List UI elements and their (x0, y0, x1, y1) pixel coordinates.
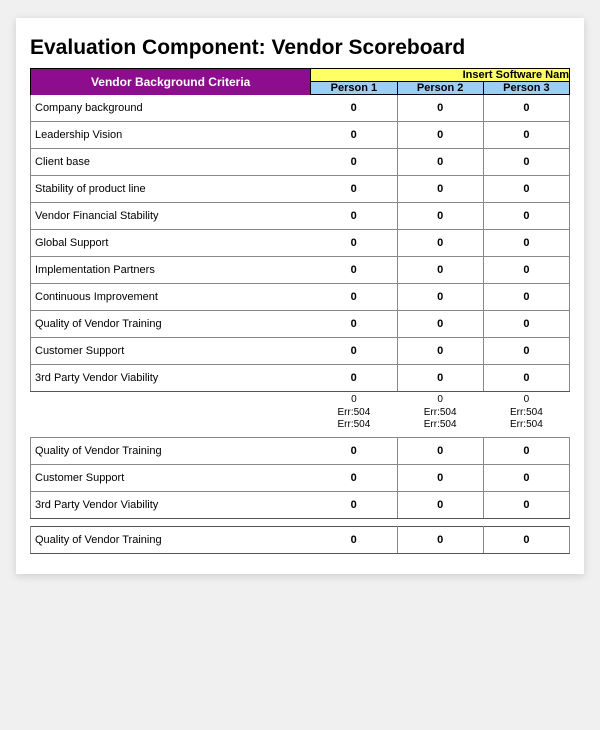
score-cell[interactable]: 0 (311, 438, 397, 465)
criteria-label: Quality of Vendor Training (31, 527, 311, 554)
score-cell[interactable]: 0 (483, 338, 569, 365)
criteria-label: Client base (31, 149, 311, 176)
score-cell[interactable]: 0 (311, 284, 397, 311)
table-row: Quality of Vendor Training000 (31, 527, 570, 554)
criteria-label: 3rd Party Vendor Viability (31, 365, 311, 392)
criteria-label: Vendor Financial Stability (31, 203, 311, 230)
score-cell[interactable]: 0 (483, 492, 569, 519)
score-cell[interactable]: 0 (483, 149, 569, 176)
score-cell[interactable]: 0 (483, 438, 569, 465)
table-row: Company background000 (31, 95, 570, 122)
table-row: 3rd Party Vendor Viability000 (31, 365, 570, 392)
scoreboard-table: Vendor Background Criteria Insert Softwa… (30, 68, 570, 554)
score-cell[interactable]: 0 (397, 176, 483, 203)
score-cell[interactable]: 0 (311, 465, 397, 492)
score-cell[interactable]: 0 (483, 122, 569, 149)
score-cell[interactable]: 0 (397, 149, 483, 176)
score-cell[interactable]: 0 (397, 365, 483, 392)
table-row: Implementation Partners000 (31, 257, 570, 284)
score-cell[interactable]: 0 (483, 95, 569, 122)
criteria-label: Quality of Vendor Training (31, 438, 311, 465)
page-title: Evaluation Component: Vendor Scoreboard (30, 36, 570, 60)
criteria-label: Implementation Partners (31, 257, 311, 284)
table-row: Continuous Improvement000 (31, 284, 570, 311)
table-row: Global Support000 (31, 230, 570, 257)
criteria-label: Continuous Improvement (31, 284, 311, 311)
score-cell[interactable]: 0 (397, 203, 483, 230)
criteria-label: Stability of product line (31, 176, 311, 203)
score-cell[interactable]: 0 (311, 95, 397, 122)
score-cell[interactable]: 0 (311, 203, 397, 230)
score-cell[interactable]: 0 (483, 230, 569, 257)
score-cell[interactable]: 0 (397, 257, 483, 284)
table-row: Stability of product line000 (31, 176, 570, 203)
table-row: Customer Support000 (31, 465, 570, 492)
criteria-label: 3rd Party Vendor Viability (31, 492, 311, 519)
summary-cell: 0 Err:504 Err:504 (311, 392, 397, 434)
score-cell[interactable]: 0 (311, 492, 397, 519)
criteria-label: Quality of Vendor Training (31, 311, 311, 338)
software-name-header[interactable]: Insert Software Nam (311, 69, 570, 82)
score-cell[interactable]: 0 (397, 527, 483, 554)
person-header-3: Person 3 (483, 82, 569, 95)
header-row-1: Vendor Background Criteria Insert Softwa… (31, 69, 570, 82)
score-cell[interactable]: 0 (397, 438, 483, 465)
table-row: Vendor Financial Stability000 (31, 203, 570, 230)
table-row: Customer Support000 (31, 338, 570, 365)
score-cell[interactable]: 0 (397, 122, 483, 149)
score-cell[interactable]: 0 (483, 465, 569, 492)
scoreboard-card: Evaluation Component: Vendor Scoreboard … (16, 18, 584, 574)
criteria-label: Leadership Vision (31, 122, 311, 149)
score-cell[interactable]: 0 (311, 338, 397, 365)
score-cell[interactable]: 0 (483, 203, 569, 230)
score-cell[interactable]: 0 (397, 338, 483, 365)
score-cell[interactable]: 0 (483, 527, 569, 554)
score-cell[interactable]: 0 (311, 149, 397, 176)
score-cell[interactable]: 0 (311, 365, 397, 392)
criteria-label: Customer Support (31, 465, 311, 492)
criteria-label: Customer Support (31, 338, 311, 365)
score-cell[interactable]: 0 (311, 527, 397, 554)
score-cell[interactable]: 0 (311, 122, 397, 149)
score-cell[interactable]: 0 (311, 230, 397, 257)
score-cell[interactable]: 0 (397, 311, 483, 338)
score-cell[interactable]: 0 (397, 284, 483, 311)
summary-cell: 0 Err:504 Err:504 (483, 392, 569, 434)
score-cell[interactable]: 0 (397, 465, 483, 492)
summary-cell: 0 Err:504 Err:504 (397, 392, 483, 434)
table-row: Client base000 (31, 149, 570, 176)
summary-row: 0 Err:504 Err:504 0 Err:504 Err:504 0 Er… (31, 392, 570, 434)
criteria-header: Vendor Background Criteria (31, 69, 311, 95)
table-row: Quality of Vendor Training000 (31, 438, 570, 465)
score-cell[interactable]: 0 (397, 492, 483, 519)
table-row: Quality of Vendor Training000 (31, 311, 570, 338)
criteria-label: Global Support (31, 230, 311, 257)
score-cell[interactable]: 0 (483, 257, 569, 284)
score-cell[interactable]: 0 (483, 311, 569, 338)
person-header-2: Person 2 (397, 82, 483, 95)
score-cell[interactable]: 0 (311, 176, 397, 203)
person-header-1: Person 1 (311, 82, 397, 95)
score-cell[interactable]: 0 (483, 176, 569, 203)
score-cell[interactable]: 0 (483, 284, 569, 311)
table-row: Leadership Vision000 (31, 122, 570, 149)
table-row: 3rd Party Vendor Viability000 (31, 492, 570, 519)
score-cell[interactable]: 0 (311, 311, 397, 338)
score-cell[interactable]: 0 (311, 257, 397, 284)
score-cell[interactable]: 0 (483, 365, 569, 392)
score-cell[interactable]: 0 (397, 95, 483, 122)
score-cell[interactable]: 0 (397, 230, 483, 257)
criteria-label: Company background (31, 95, 311, 122)
